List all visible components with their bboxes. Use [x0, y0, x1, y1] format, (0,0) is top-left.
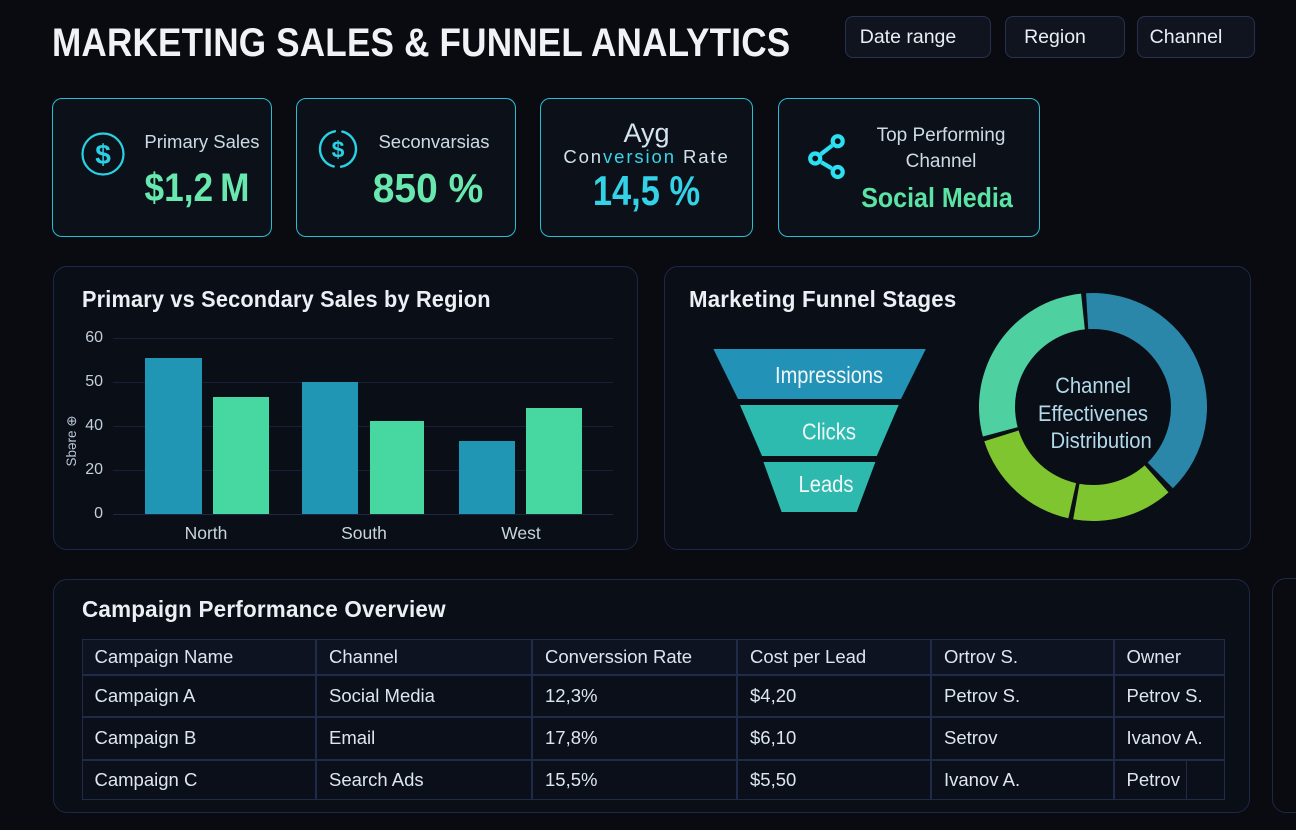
svg-text:Clicks: Clicks: [802, 419, 856, 445]
svg-text:Leads: Leads: [799, 471, 854, 497]
svg-text:Impressions: Impressions: [775, 362, 883, 388]
svg-text:$: $: [332, 137, 345, 163]
svg-text:$: $: [95, 139, 111, 170]
